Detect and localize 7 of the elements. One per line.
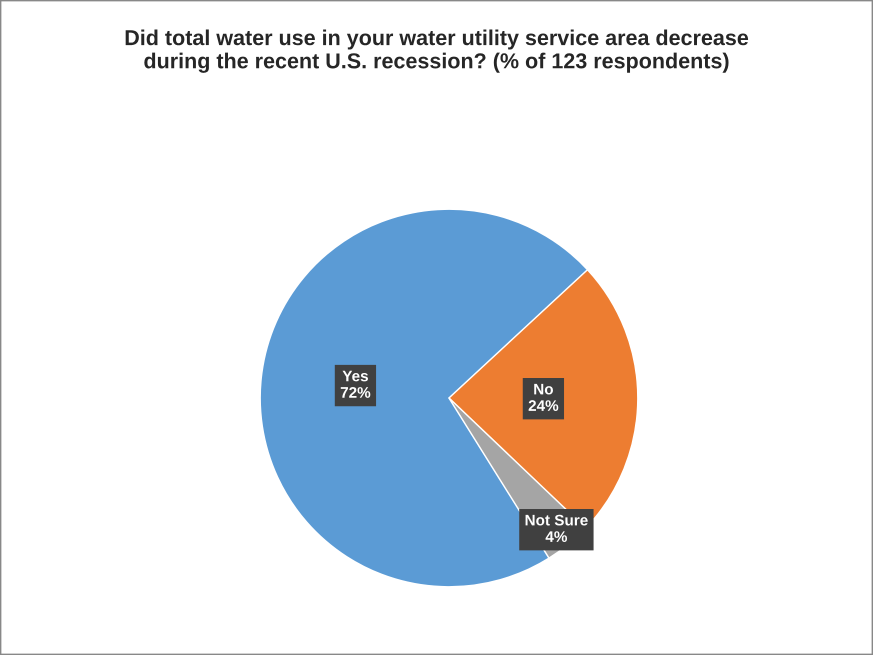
data-label: 72% xyxy=(340,387,370,398)
data-label: 24% xyxy=(528,400,558,411)
data-label: 4% xyxy=(546,531,568,542)
chart-title: Did total water use in your water utility service area decrease during the recent U.S. recession? (% of 123 respondents) xyxy=(126,29,748,73)
slice-label: Yes xyxy=(342,370,368,382)
slice-label: No xyxy=(534,384,553,395)
slice-label: Not Sure xyxy=(526,514,588,526)
